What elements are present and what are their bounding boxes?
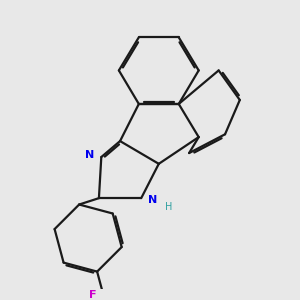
Text: N: N bbox=[85, 150, 94, 160]
Text: N: N bbox=[148, 195, 158, 205]
Text: H: H bbox=[165, 202, 172, 212]
Text: F: F bbox=[89, 290, 97, 300]
